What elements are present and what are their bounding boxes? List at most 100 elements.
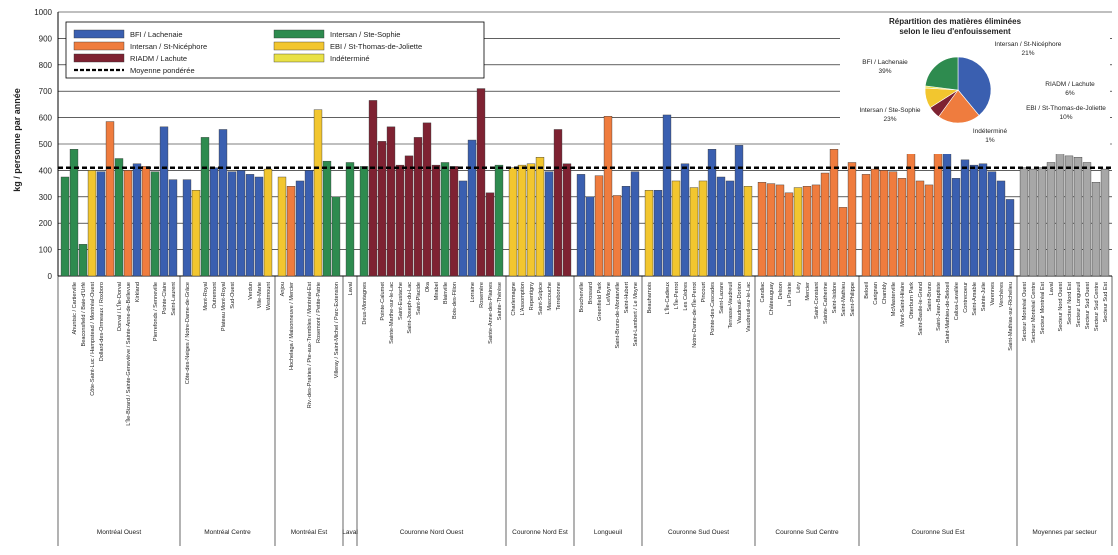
y-tick-label: 300 [39,193,53,202]
pie-slice-percent: 1% [985,137,995,144]
group-label: Couronne Sud Ouest [668,529,729,536]
bar [413,137,423,277]
bar [69,149,79,277]
legend: BFI / Lachenaie Intersan / Ste-Sophie Inte… [65,21,485,79]
category-label: Otterburn Park [909,282,915,319]
category-label: Sainte-Thérèse [497,282,503,320]
category-label: Vaudreuil-sur-le-Lac [746,282,752,332]
bar [87,170,97,277]
bar [114,158,124,277]
bar [680,163,690,277]
legend-swatch [273,53,325,63]
category-label: Blainville [443,282,449,304]
y-tick-label: 200 [39,219,53,228]
bar [422,122,432,277]
bar [159,126,169,277]
bar [431,164,441,277]
category-label: Hochelaga / Maisonneuve / Mercier [289,282,295,370]
bar [295,180,305,277]
y-tick-label: 100 [39,246,53,255]
group-label: Couronne Sud Est [911,529,964,536]
legend-swatch [273,41,325,51]
pie-slice-percent: 21% [1021,50,1034,57]
bar [987,171,997,277]
category-label: Anjou [280,282,286,296]
bar [141,166,151,277]
category-label: Westmount [266,282,272,311]
bar [449,166,459,277]
category-label: Bois-des-Filion [452,282,458,319]
legend-label: Moyenne pondérée [130,66,195,75]
group-label: Couronne Nord Ouest [400,529,464,536]
category-label: Carignan [873,282,879,305]
bar [209,167,219,277]
bar [105,121,115,277]
category-label: Secteur Montréal Ouest [1022,282,1028,342]
category-label: Secteur Nord Est [1067,282,1073,325]
category-label: Beaconsfield / Baie-d'Urfé [81,282,87,347]
category-label: Charlemagne [511,282,517,316]
bar [951,178,961,277]
y-tick-label: 0 [48,272,53,281]
category-label: Deux-Montagnes [362,282,368,325]
bar [594,175,604,277]
category-label: Pincourt [701,282,707,303]
bar [996,180,1006,277]
legend-label: Intersan / St-Nicéphore [130,42,207,51]
category-label: Delson [778,282,784,299]
category-label: Saint-Mathieu-de-Beloeil [945,282,951,343]
bar [1091,182,1101,277]
category-label: Dollard-des-Ormeaux / Roxboro [99,282,105,361]
category-label: Brossard [588,282,594,304]
category-label: Terrasse-Vaudreuil [728,282,734,329]
category-label: Saint-Philippe [850,282,856,317]
category-label: Secteur Nord Ouest [1058,282,1064,332]
category-label: Secteur Sud Est [1103,282,1109,323]
category-label: Sud-Ouest [230,282,236,309]
pie-slice-percent: 39% [878,68,891,75]
bar [621,186,631,277]
bar [245,174,255,277]
bar [191,189,201,277]
pie-title-line: selon le lieu d'enfouissement [899,27,1011,36]
y-tick-label: 800 [39,61,53,70]
pie-title: Répartition des matières éliminées selon … [889,17,1022,36]
category-label: Saint-Mathieu [841,282,847,317]
bar [322,160,332,277]
group-labels: Montréal Ouest Montréal Centre Montréal Es… [57,276,1113,546]
bar [1005,199,1015,277]
bar [888,171,898,277]
category-label: Sainte-Marthe-sur-le-Lac [389,282,395,344]
group-label: Montréal Centre [204,529,251,536]
category-label: Secteur Sud Centre [1094,282,1100,331]
bar [440,162,450,277]
inset-pie-chart: Répartition des matières éliminées selon … [840,14,1110,154]
category-label: LeMoyne [606,282,612,305]
bar [725,180,735,277]
category-label: Calixa-Lavallée [954,282,960,320]
legend-label: Indéterminé [330,54,370,63]
category-label: Saint-Jean-Baptiste [936,282,942,331]
category-label: Beloeil [864,282,870,299]
bar [1100,168,1110,277]
category-label: Saint-Placide [416,282,422,315]
y-tick-label: 700 [39,87,53,96]
category-label: Saint-Laurent [171,282,177,316]
category-label: Saint-Lazare [719,282,725,314]
y-tick-label: 500 [39,140,53,149]
group-label: Couronne Nord Est [512,529,568,536]
bar [304,170,314,277]
category-label: Candiac [760,282,766,303]
bar [331,196,341,277]
category-label: Verchères [999,282,1005,307]
pie-slice-label: Indéterminé [973,128,1008,135]
bar [1073,156,1083,277]
bar [653,189,663,277]
bar [150,171,160,277]
category-label: Saint-Bruno-de-Montarville [615,282,621,349]
category-label: Dorval / L'Île-Dorval [116,282,123,331]
bar [508,167,518,277]
bar [671,180,681,277]
bar [716,176,726,277]
